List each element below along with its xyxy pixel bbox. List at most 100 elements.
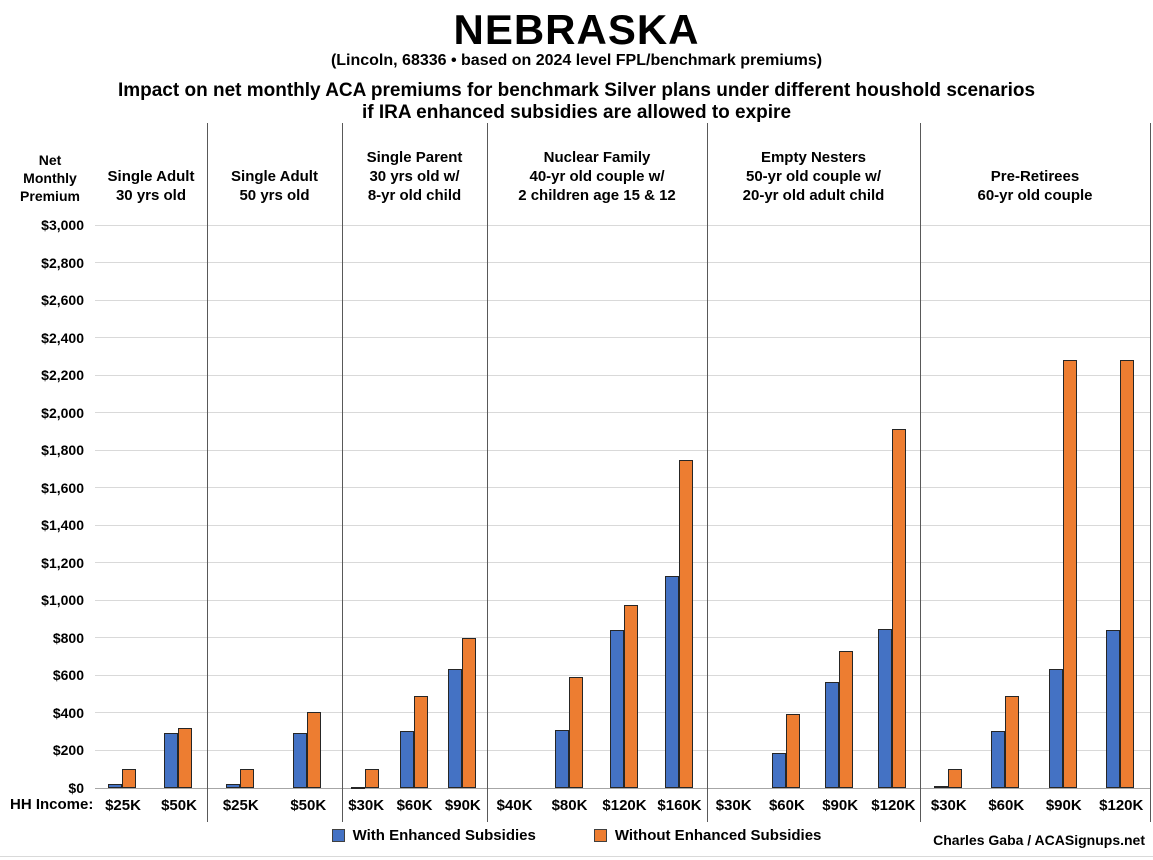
bar-with-enhanced-subsidies xyxy=(448,668,462,788)
bar-without-enhanced-subsidies xyxy=(1005,695,1019,788)
gridline xyxy=(95,412,1150,413)
legend: With Enhanced Subsidies Without Enhanced… xyxy=(0,827,1153,844)
x-tick-label: $25K xyxy=(105,797,141,814)
gridline xyxy=(95,449,1150,451)
scenario-header-line: 20-yr old adult child xyxy=(742,187,885,204)
y-tick-label: $2,000 xyxy=(41,404,84,421)
scenario-header-line: 60-yr old couple xyxy=(977,187,1093,204)
scenario-header: Nuclear Family 40-yr old couple w/2 child… xyxy=(487,138,707,205)
gridline xyxy=(95,487,1150,488)
legend-label: With Enhanced Subsidies xyxy=(352,827,536,844)
bar-without-enhanced-subsidies xyxy=(948,768,962,788)
x-tick-label: $80K xyxy=(551,797,588,814)
x-tick-label: $30K xyxy=(930,797,967,814)
y-tick-label: $600 xyxy=(52,667,84,683)
scenario-header-line: 40-yr old couple w/ xyxy=(529,168,665,185)
y-tick-label: $1,000 xyxy=(41,592,84,608)
y-axis-title-line: Premium xyxy=(20,188,80,204)
scenario-header: Empty Nesters 50-yr old couple w/20-yr ol… xyxy=(707,138,920,205)
y-tick-label: $1,800 xyxy=(41,442,84,458)
bar-with-enhanced-subsidies xyxy=(772,752,786,788)
group-separator xyxy=(487,123,488,822)
x-tick-label: $90K xyxy=(444,797,481,814)
scenario-header-line: 50 yrs old xyxy=(239,187,310,204)
y-tick-label: $2,400 xyxy=(41,329,84,346)
chart-heading-line2: if IRA enhanced subsidies are allowed to… xyxy=(361,102,792,123)
gridline xyxy=(95,524,1150,526)
y-axis-title: Net Monthly Premium xyxy=(10,138,90,205)
bar-without-enhanced-subsidies xyxy=(307,711,321,788)
bar-with-enhanced-subsidies xyxy=(1049,668,1063,788)
bar-with-enhanced-subsidies xyxy=(878,628,892,788)
x-tick-label: $50K xyxy=(161,797,197,814)
chart-title: NEBRASKA xyxy=(453,6,700,53)
scenario-header: Single Adult 50 yrs old xyxy=(207,138,342,205)
bar-with-enhanced-subsidies xyxy=(1106,629,1120,788)
legend-item-with-enhanced-subsidies: With Enhanced Subsidies xyxy=(331,827,536,844)
bar-without-enhanced-subsidies xyxy=(624,604,638,788)
scenario-header-line: Single Adult xyxy=(107,168,195,185)
x-tick-label: $30K xyxy=(348,797,385,814)
gridline xyxy=(95,374,1150,376)
scenario-header-line: Empty Nesters xyxy=(760,149,867,166)
gridline xyxy=(95,562,1150,563)
bar-with-enhanced-subsidies xyxy=(351,786,365,789)
legend-swatch-blue-icon xyxy=(331,829,345,842)
gridline xyxy=(95,299,1150,301)
x-axis-line xyxy=(95,787,1150,789)
x-tick-label: $120K xyxy=(1099,797,1144,814)
legend-swatch-orange-icon xyxy=(593,829,607,842)
gridline xyxy=(95,262,1150,263)
y-tick-label: $2,800 xyxy=(41,254,84,271)
y-tick-label: $3,000 xyxy=(41,217,84,233)
group-separator xyxy=(342,123,343,822)
bar-with-enhanced-subsidies xyxy=(610,629,624,788)
x-axis-title: HH Income: xyxy=(10,796,94,813)
y-tick-label: $0 xyxy=(68,779,84,796)
x-tick-label: $60K xyxy=(768,797,805,814)
gridline xyxy=(95,224,1150,226)
scenario-header: Single Parent 30 yrs old w/8-yr old child xyxy=(342,138,487,205)
x-tick-label: $60K xyxy=(396,797,433,814)
x-tick-label: $90K xyxy=(822,797,859,814)
bar-without-enhanced-subsidies xyxy=(365,768,379,788)
bar-with-enhanced-subsidies xyxy=(825,681,839,788)
scenario-header-line: Single Parent xyxy=(366,149,463,166)
chart-heading: Impact on net monthly ACA premiums for b… xyxy=(0,80,1153,124)
bar-without-enhanced-subsidies xyxy=(240,768,254,788)
gridline xyxy=(95,599,1150,601)
scenario-header-line: 2 children age 15 & 12 xyxy=(518,187,676,204)
bar-without-enhanced-subsidies xyxy=(569,676,583,788)
y-tick-label: $1,400 xyxy=(41,517,84,533)
scenario-header-line: Single Adult xyxy=(231,168,318,185)
scenario-header-line: Pre-Retirees xyxy=(990,168,1080,185)
y-tick-label: $1,200 xyxy=(41,554,84,571)
legend-label: Without Enhanced Subsidies xyxy=(614,827,822,844)
y-tick-label: $2,600 xyxy=(41,292,84,308)
x-tick-label: $90K xyxy=(1045,797,1082,814)
gridline xyxy=(95,337,1150,338)
bar-without-enhanced-subsidies xyxy=(839,650,853,788)
bar-without-enhanced-subsidies xyxy=(414,695,428,788)
bar-with-enhanced-subsidies xyxy=(991,730,1005,788)
bar-without-enhanced-subsidies xyxy=(1063,359,1077,788)
bar-without-enhanced-subsidies xyxy=(786,713,800,788)
y-tick-label: $400 xyxy=(52,704,84,721)
group-separator xyxy=(207,123,208,822)
bar-without-enhanced-subsidies xyxy=(892,428,906,788)
y-tick-label: $2,200 xyxy=(41,367,84,383)
bar-with-enhanced-subsidies xyxy=(555,729,569,788)
scenario-header-line: 50-yr old couple w/ xyxy=(745,168,882,185)
bar-without-enhanced-subsidies xyxy=(679,459,693,788)
x-tick-label: $120K xyxy=(871,797,916,814)
group-separator xyxy=(707,123,708,822)
x-tick-label: $30K xyxy=(715,797,752,814)
x-tick-label: $160K xyxy=(657,797,702,814)
x-tick-label: $40K xyxy=(496,797,533,814)
bar-with-enhanced-subsidies xyxy=(934,785,948,788)
y-tick-label: $1,600 xyxy=(41,479,84,496)
bar-without-enhanced-subsidies xyxy=(1120,359,1134,788)
x-tick-label: $120K xyxy=(602,797,647,814)
y-tick-label: $800 xyxy=(52,629,84,646)
y-tick-label: $200 xyxy=(52,742,84,758)
